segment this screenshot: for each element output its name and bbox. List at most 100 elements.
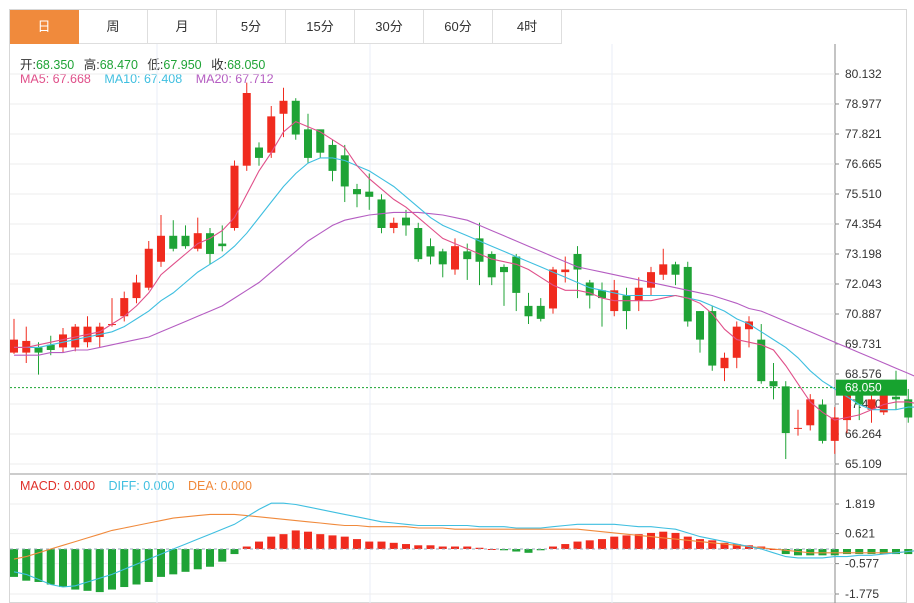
candle-body [389, 222, 398, 228]
ma10-legend: MA10: 67.408 [104, 72, 183, 86]
macd-bar [340, 536, 349, 549]
macd-bar [108, 549, 116, 590]
macd-bar [291, 530, 300, 549]
macd-bar [696, 539, 704, 549]
price-tick-label: 80.132 [845, 67, 882, 81]
tab-5[interactable]: 30分 [355, 10, 424, 44]
candle-body [671, 264, 680, 275]
macd-bar [22, 549, 31, 581]
candle-body [291, 100, 300, 135]
price-tick-label: 69.731 [845, 337, 882, 351]
macd-bar [671, 532, 680, 549]
open-label: 开: [20, 58, 36, 72]
candle-body [304, 129, 312, 158]
candle-body [206, 233, 214, 254]
macd-bar [622, 535, 631, 549]
candle-body [144, 248, 153, 288]
macd-tick-label: -1.775 [845, 587, 879, 601]
price-tick-label: 76.665 [845, 157, 882, 171]
macd-bar [867, 549, 876, 555]
macd-bar [561, 544, 570, 549]
macd-bar [463, 546, 472, 549]
candle-body [500, 266, 508, 273]
candle-body [10, 339, 18, 353]
macd-bar [598, 539, 606, 549]
macd-bar [377, 541, 386, 549]
macd-bar [242, 546, 251, 549]
candle-body [843, 388, 851, 421]
macd-bar [647, 532, 655, 549]
candle-body [622, 295, 631, 312]
low-value: 67.950 [163, 58, 202, 72]
macd-bar [34, 549, 43, 582]
candle-body [316, 129, 325, 153]
candle-body [683, 266, 692, 322]
tab-2[interactable]: 月 [148, 10, 217, 44]
tab-3[interactable]: 5分 [217, 10, 286, 44]
price-tick-label: 74.354 [845, 217, 882, 231]
candle-body [426, 246, 435, 257]
ma20-line [14, 211, 914, 377]
tab-4[interactable]: 15分 [286, 10, 355, 44]
candle-body [830, 417, 839, 441]
macd-bar [536, 549, 545, 551]
macd-bar [475, 547, 484, 549]
macd-tick-label: 0.621 [845, 527, 875, 541]
macd-bar [59, 549, 67, 588]
dea-line [13, 513, 914, 560]
candle-body [561, 269, 570, 273]
candle-body [438, 251, 447, 265]
ma10-line [14, 157, 914, 411]
macd-bar [745, 545, 753, 549]
candle-body [794, 427, 802, 429]
price-tick-label: 70.887 [845, 307, 882, 321]
candle-body [634, 287, 643, 301]
candle-body [218, 243, 227, 247]
macd-bar [549, 546, 557, 549]
candle-body [696, 311, 704, 340]
macd-bar [328, 535, 337, 549]
macd-bar [634, 534, 643, 549]
candle-body [708, 311, 717, 366]
tab-7[interactable]: 4时 [493, 10, 562, 44]
candle-body [536, 305, 545, 319]
candle-body [524, 305, 533, 317]
candle-body [353, 189, 361, 195]
macd-bar [402, 544, 410, 549]
macd-bar [818, 549, 827, 556]
macd-bar [683, 536, 692, 549]
macd-bar [120, 549, 129, 588]
candle-body [573, 253, 582, 270]
macd-bar [426, 545, 435, 549]
candle-body [512, 256, 521, 293]
candle-body [818, 404, 827, 441]
macd-bar [255, 541, 263, 549]
macd-tick-label: 1.819 [845, 497, 875, 511]
candle-body [647, 272, 655, 288]
ohlc-legend: 开:68.350 高:68.470 低:67.950 收:68.050 [20, 54, 271, 73]
macd-bar [230, 549, 239, 555]
macd-bar [157, 549, 165, 577]
tab-1[interactable]: 周 [79, 10, 148, 44]
macd-bar [585, 540, 594, 549]
macd-bar [806, 549, 815, 556]
candle-body [745, 321, 753, 330]
candle-body [59, 334, 67, 348]
tab-6[interactable]: 60分 [424, 10, 493, 44]
price-tick-label: 72.043 [845, 277, 882, 291]
tab-0[interactable]: 日 [10, 10, 79, 44]
macd-bar [610, 536, 619, 549]
candle-body [549, 269, 557, 309]
candle-body [267, 116, 276, 153]
macd-bar [892, 549, 900, 555]
macd-bar [732, 544, 741, 549]
price-tick-label: 77.821 [845, 127, 882, 141]
candle-body [732, 326, 741, 358]
macd-bar [843, 549, 851, 555]
macd-bar [10, 549, 18, 577]
macd-bar [781, 549, 790, 555]
macd-bar [279, 534, 288, 549]
macd-bar [169, 549, 178, 575]
macd-bar [218, 549, 227, 562]
